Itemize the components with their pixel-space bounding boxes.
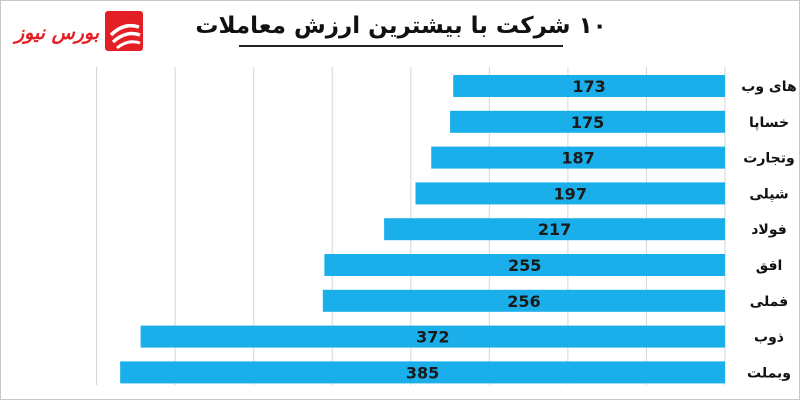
category-label: شپلی xyxy=(749,186,788,202)
bar xyxy=(415,182,725,205)
bourse-news-logo: بورس نیوز xyxy=(7,5,147,57)
bar-value-label: 173 xyxy=(572,77,605,96)
logo-graphic: بورس نیوز xyxy=(12,11,143,51)
bar xyxy=(322,289,725,312)
bar-value-label: 217 xyxy=(538,220,571,239)
bar xyxy=(140,325,725,348)
category-label: افق xyxy=(756,258,783,274)
category-label: وبملت xyxy=(747,365,791,381)
category-label: فولاد xyxy=(751,222,787,238)
bar xyxy=(450,110,725,133)
bar xyxy=(453,75,725,97)
bar-value-label: 256 xyxy=(507,292,540,311)
bar xyxy=(120,361,726,384)
logo-text: بورس نیوز xyxy=(12,22,100,44)
bar-value-label: 197 xyxy=(554,184,587,203)
category-label: های وب xyxy=(741,79,796,95)
bar-value-label: 175 xyxy=(571,113,604,132)
category-label: ذوب xyxy=(754,330,784,346)
bar-value-label: 385 xyxy=(406,363,439,382)
category-label: فملی xyxy=(750,294,788,310)
bar-value-label: 187 xyxy=(561,149,594,168)
chart-title: ۱۰ شرکت با بیشترین ارزش معاملات xyxy=(195,13,607,39)
title-underline xyxy=(239,45,563,47)
bar-value-label: 255 xyxy=(508,256,541,275)
bar xyxy=(324,254,725,276)
category-label: وتجارت xyxy=(743,151,794,167)
category-label: خساپا xyxy=(749,115,789,131)
logo-emblem-icon xyxy=(105,11,143,51)
bar-value-label: 372 xyxy=(416,328,449,347)
bar xyxy=(384,218,725,241)
bar xyxy=(431,146,725,169)
